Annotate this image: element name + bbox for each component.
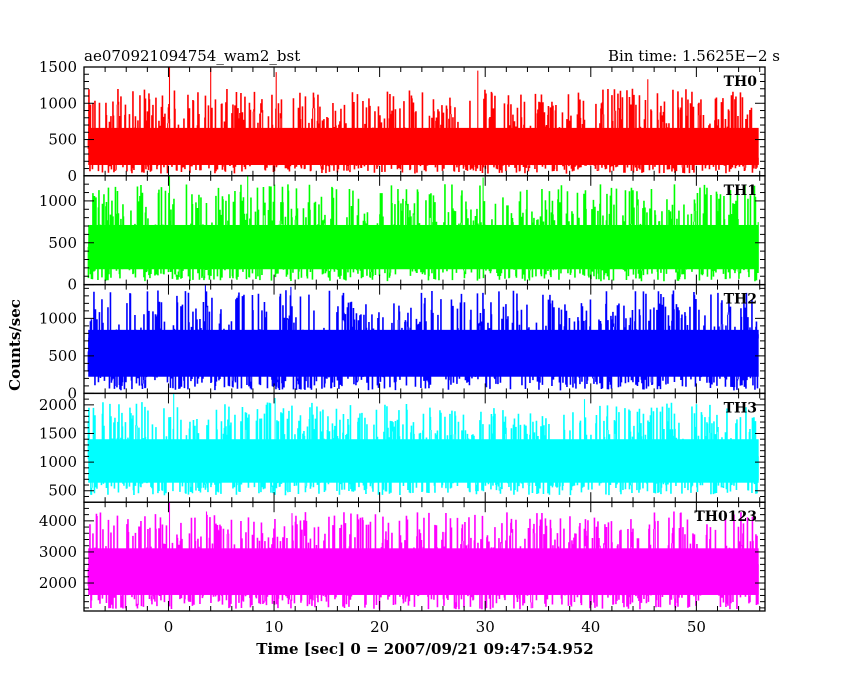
y-tick-label: 1000 <box>39 192 77 210</box>
y-tick-label: 1500 <box>39 58 77 76</box>
y-tick-label: 2000 <box>39 574 77 592</box>
x-tick-label: 30 <box>476 618 495 636</box>
panel-label-th0: TH0 <box>724 74 758 90</box>
y-tick-label: 0 <box>67 384 77 402</box>
y-tick-label: 1500 <box>39 424 77 442</box>
y-tick-label: 500 <box>48 131 77 149</box>
chart-title-left: ae070921094754_wam2_bst <box>84 47 300 65</box>
x-tick-label: 40 <box>581 618 600 636</box>
panel-th2: 0 500 1000 TH2 <box>39 283 766 402</box>
trace-core-th2 <box>88 329 759 377</box>
y-tick-label: 1000 <box>39 309 77 327</box>
y-tick-label: 1000 <box>39 453 77 471</box>
panel-th0: 0 500 1000 1500 TH0 <box>39 58 766 185</box>
x-tick-label: 20 <box>370 618 389 636</box>
y-tick-label: 0 <box>67 167 77 185</box>
panel-label-th1: TH1 <box>724 183 757 199</box>
trace-core-th3 <box>88 439 759 483</box>
y-tick-label: 3000 <box>39 543 77 561</box>
panel-frame <box>83 501 766 612</box>
x-tick-label: 10 <box>264 618 283 636</box>
panel-th3: 500 1000 1500 2000 TH3 <box>39 392 766 503</box>
y-axis-title: Counts/sec <box>6 299 24 391</box>
trace-core-th0 <box>88 127 759 165</box>
x-tick-label: 50 <box>687 618 706 636</box>
y-tick-label: 0 <box>67 276 77 294</box>
trace-core-th0123 <box>88 548 759 595</box>
y-tick-label: 1000 <box>39 94 77 112</box>
chart-title-right: Bin time: 1.5625E−2 s <box>608 47 780 65</box>
panels-layer: 050010001500TH005001000TH105001000TH2500… <box>39 58 766 636</box>
y-tick-label: 500 <box>48 347 77 365</box>
panel-th1: 0 500 1000 TH1 <box>39 175 766 294</box>
x-axis-title: Time [sec] 0 = 2007/09/21 09:47:54.952 <box>256 640 593 658</box>
panel-label-th3: TH3 <box>724 400 757 416</box>
x-tick-label: 0 <box>164 618 174 636</box>
y-tick-label: 500 <box>48 234 77 252</box>
panel-th0123: 2000 3000 4000 TH0123 <box>39 501 766 612</box>
trace-core-th1 <box>88 224 759 270</box>
y-tick-label: 2000 <box>39 396 77 414</box>
panel-label-th0123: TH0123 <box>694 509 757 525</box>
y-tick-label: 4000 <box>39 512 77 530</box>
y-tick-label: 500 <box>48 482 77 500</box>
panel-label-th2: TH2 <box>724 292 757 308</box>
